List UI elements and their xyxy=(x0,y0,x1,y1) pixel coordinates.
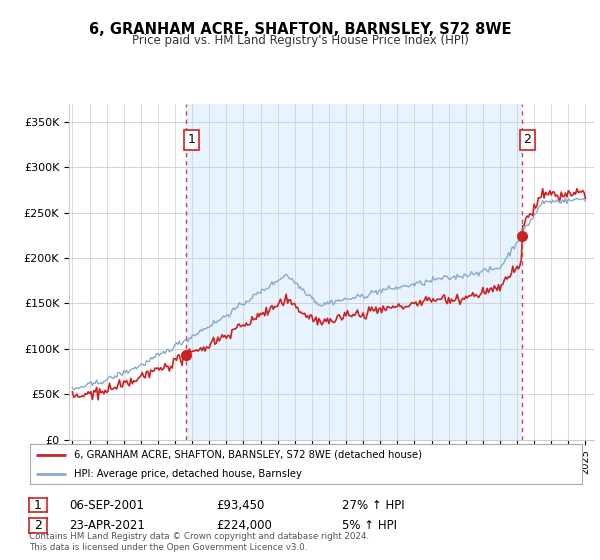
Text: 23-APR-2021: 23-APR-2021 xyxy=(69,519,145,532)
Text: £224,000: £224,000 xyxy=(216,519,272,532)
Text: HPI: Average price, detached house, Barnsley: HPI: Average price, detached house, Barn… xyxy=(74,469,302,478)
Text: 6, GRANHAM ACRE, SHAFTON, BARNSLEY, S72 8WE: 6, GRANHAM ACRE, SHAFTON, BARNSLEY, S72 … xyxy=(89,22,511,38)
Text: 27% ↑ HPI: 27% ↑ HPI xyxy=(342,498,404,512)
Text: Contains HM Land Registry data © Crown copyright and database right 2024.
This d: Contains HM Land Registry data © Crown c… xyxy=(29,531,369,553)
Text: 5% ↑ HPI: 5% ↑ HPI xyxy=(342,519,397,532)
Text: 06-SEP-2001: 06-SEP-2001 xyxy=(69,498,144,512)
Text: £93,450: £93,450 xyxy=(216,498,265,512)
Text: 6, GRANHAM ACRE, SHAFTON, BARNSLEY, S72 8WE (detached house): 6, GRANHAM ACRE, SHAFTON, BARNSLEY, S72 … xyxy=(74,450,422,460)
Text: 2: 2 xyxy=(34,519,42,532)
Bar xyxy=(187,104,523,440)
Text: Price paid vs. HM Land Registry's House Price Index (HPI): Price paid vs. HM Land Registry's House … xyxy=(131,34,469,46)
Text: 1: 1 xyxy=(34,498,42,512)
Text: 2: 2 xyxy=(524,133,532,146)
Text: 1: 1 xyxy=(188,133,196,146)
